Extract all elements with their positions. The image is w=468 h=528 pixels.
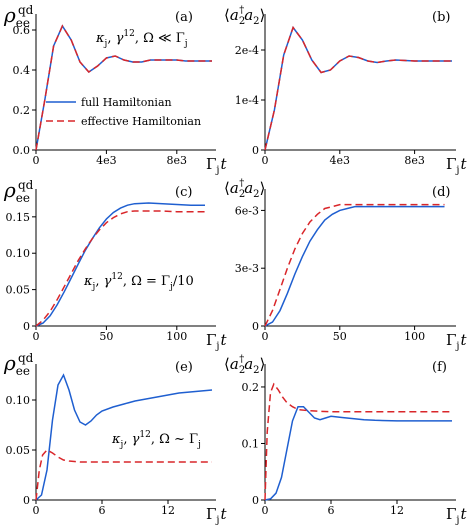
x-tick-label: 6 [99, 504, 106, 517]
xlabel: Γjt [206, 505, 228, 526]
x-tick-label: 0 [262, 504, 269, 517]
x-tick-label: 0 [33, 154, 40, 167]
y-tick-label: 0 [252, 144, 259, 157]
series-full [264, 405, 452, 501]
panel-b: 0 4e3 8e3 0 1e-4 2e-4 ⟨a2†a2⟩ Γjt (b) [224, 5, 468, 176]
y-tick-label: 0.15 [6, 211, 31, 224]
x-tick-label: 0 [262, 154, 269, 167]
xlabel: Γjt [446, 505, 468, 526]
y-tick-label: 2e-4 [235, 44, 259, 57]
legend-label-effective: effective Hamiltonian [81, 115, 201, 128]
x-tick-label: 50 [333, 330, 347, 343]
x-tick-label: 4e3 [96, 154, 117, 167]
y-tick-label: 0 [23, 494, 30, 507]
panel-c: 0 50 100 0 0.05 0.10 0.15 ρeeqd Γjt (c) κj, γ12, Ω… [3, 178, 228, 352]
x-tick-label: 6 [328, 504, 335, 517]
panel-label: (e) [175, 360, 193, 375]
series-effective [35, 210, 205, 327]
x-tick-label: 12 [161, 504, 175, 517]
x-tick-label: 100 [404, 330, 425, 343]
x-tick-label: 100 [166, 330, 187, 343]
y-tick-label: 0.10 [6, 247, 31, 260]
x-tick-label: 8e3 [167, 154, 188, 167]
panel-label: (d) [432, 185, 450, 200]
y-tick-label: 0.6 [13, 24, 31, 37]
ylabel-a2: ⟨a2†a2⟩ [224, 178, 265, 200]
x-tick-label: 0 [33, 330, 40, 343]
ylabel-rho: ρeeqd [3, 351, 34, 378]
panel-d: 0 50 100 0 3e-3 6e-3 ⟨a2†a2⟩ Γjt (d) [224, 178, 468, 352]
xlabel: Γjt [446, 331, 468, 352]
series-effective [264, 203, 445, 327]
y-tick-label: 0 [252, 320, 259, 333]
x-tick-label: 4e3 [330, 154, 351, 167]
ylabel-a2: ⟨a2†a2⟩ [224, 354, 265, 376]
legend: full Hamiltonian effective Hamiltonian [46, 96, 201, 128]
ylabel-rho: ρeeqd [3, 3, 34, 30]
ylabel-a2: ⟨a2†a2⟩ [224, 5, 265, 27]
panel-label: (b) [432, 10, 450, 25]
panel-label: (f) [432, 360, 447, 375]
x-tick-label: 0 [262, 330, 269, 343]
y-tick-label: 1e-4 [235, 94, 259, 107]
xlabel: Γjt [206, 155, 228, 176]
parameter-annotation: κj, γ12, Ω ~ Γj [111, 430, 201, 450]
panel-e: 0 6 12 0 0.05 0.10 ρeeqd Γjt (e) κj, γ12, Ω ~ Γj [3, 351, 228, 526]
x-tick-label: 50 [99, 330, 113, 343]
y-tick-label: 0.10 [6, 394, 31, 407]
series-effective [35, 24, 212, 151]
y-tick-label: 0.2 [13, 104, 31, 117]
y-tick-label: 0.2 [242, 381, 260, 394]
parameter-annotation: κj, γ12, Ω ≪ Γj [95, 29, 188, 49]
x-tick-label: 8e3 [404, 154, 425, 167]
panel-label: (a) [175, 10, 193, 25]
series-full [35, 373, 213, 501]
y-tick-label: 6e-3 [235, 204, 259, 217]
panel-f: 0 6 12 0 0.1 0.2 ⟨a2†a2⟩ Γjt (f) [224, 354, 468, 526]
series-effective [35, 449, 212, 501]
x-tick-label: 12 [390, 504, 404, 517]
y-tick-label: 0.1 [242, 437, 260, 450]
ylabel-rho: ρeeqd [3, 178, 34, 205]
panel-label: (c) [175, 185, 192, 200]
xlabel: Γjt [206, 331, 228, 352]
series-full [264, 205, 445, 327]
y-tick-label: 0.0 [13, 144, 31, 157]
x-tick-label: 0 [33, 504, 40, 517]
y-tick-label: 0.05 [6, 444, 31, 457]
y-tick-label: 3e-3 [235, 262, 259, 275]
y-tick-label: 0 [252, 494, 259, 507]
y-tick-label: 0.4 [13, 64, 31, 77]
xlabel: Γjt [446, 155, 468, 176]
series-full [264, 25, 452, 151]
parameter-annotation: κj, γ12, Ω = Γj/10 [83, 272, 194, 292]
series-effective [264, 25, 452, 151]
y-tick-label: 0.05 [6, 284, 31, 297]
legend-label-full: full Hamiltonian [81, 96, 172, 109]
y-tick-label: 0 [23, 320, 30, 333]
series-effective [264, 382, 452, 501]
series-full [35, 202, 205, 327]
